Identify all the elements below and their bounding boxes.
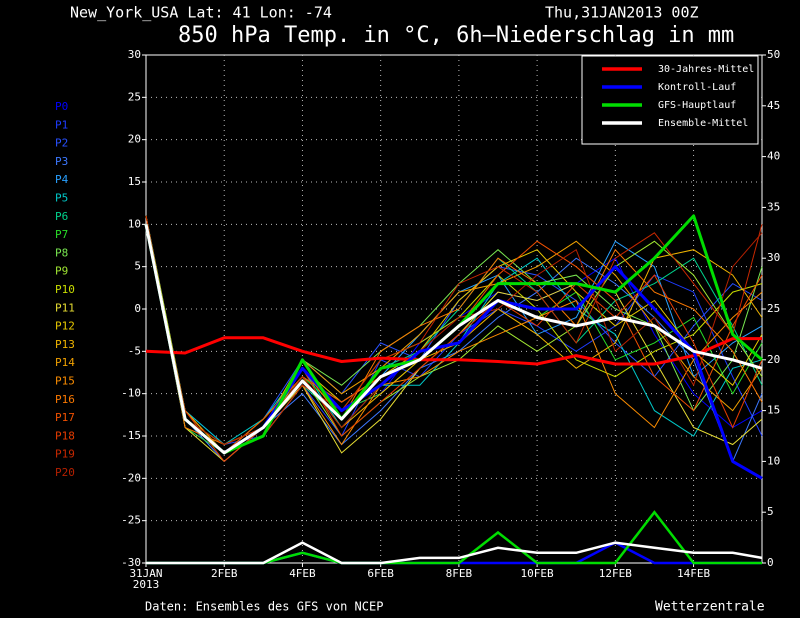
temp-line <box>144 224 763 455</box>
y2-tick-label: 35 <box>767 200 780 213</box>
y-tick-label: -10 <box>121 387 141 400</box>
x-tick-label: 12FEB <box>599 567 632 580</box>
member-line <box>145 224 763 463</box>
y2-tick-label: 5 <box>767 505 774 518</box>
legend-label: GFS-Hauptlauf <box>658 100 736 111</box>
member-legend-label: P1 <box>55 118 68 131</box>
chart-title: 850 hPa Temp. in °C, 6h–Niederschlag in … <box>178 23 734 48</box>
x-year-label: 2013 <box>133 578 160 591</box>
y-tick-label: 5 <box>134 260 141 273</box>
legend-label: Ensemble-Mittel <box>658 118 748 129</box>
member-legend-label: P10 <box>55 283 75 296</box>
y-tick-label: 10 <box>128 217 141 230</box>
footer-right: Wetterzentrale <box>655 600 765 615</box>
member-legend-label: P9 <box>55 265 68 278</box>
member-legend-label: P14 <box>55 356 75 369</box>
y-tick-label: -5 <box>128 344 141 357</box>
y-tick-label: -20 <box>121 471 141 484</box>
y2-tick-label: 50 <box>767 48 780 61</box>
y-tick-label: 25 <box>128 90 141 103</box>
member-legend-label: P7 <box>55 228 68 241</box>
y-tick-label: 30 <box>128 48 141 61</box>
member-line <box>145 224 763 446</box>
x-tick-label: 2FEB <box>211 567 238 580</box>
member-legend-label: P5 <box>55 192 68 205</box>
legend-label: 30-Jahres-Mittel <box>658 64 754 75</box>
y-tick-label: 15 <box>128 175 141 188</box>
temp-line <box>145 336 762 366</box>
y2-tick-label: 15 <box>767 404 780 417</box>
member-legend-label: P16 <box>55 393 75 406</box>
x-tick-label: 6FEB <box>367 567 394 580</box>
member-legend-label: P0 <box>55 100 68 113</box>
member-legend-label: P12 <box>55 320 75 333</box>
x-tick-label: 14FEB <box>677 567 710 580</box>
member-legend-label: P17 <box>55 411 75 424</box>
y2-tick-label: 0 <box>767 556 774 569</box>
precip-line <box>146 541 763 565</box>
y2-tick-label: 45 <box>767 99 780 112</box>
x-tick-label: 10FEB <box>521 567 554 580</box>
member-legend-label: P4 <box>55 173 69 186</box>
member-legend-label: P13 <box>55 338 75 351</box>
y-tick-label: -25 <box>121 514 141 527</box>
y2-tick-label: 20 <box>767 353 780 366</box>
x-tick-label: 8FEB <box>446 567 473 580</box>
footer-left: Daten: Ensembles des GFS von NCEP <box>145 600 383 614</box>
y-tick-label: 20 <box>128 133 141 146</box>
member-legend-label: P11 <box>55 301 75 314</box>
member-legend-label: P6 <box>55 210 68 223</box>
x-tick-label: 31JAN <box>129 567 162 580</box>
y-tick-label: -30 <box>121 556 141 569</box>
y2-tick-label: 30 <box>767 251 780 264</box>
member-legend-label: P20 <box>55 466 75 479</box>
member-legend-label: P18 <box>55 429 75 442</box>
y-tick-label: 0 <box>134 302 141 315</box>
member-legend-label: P15 <box>55 375 75 388</box>
member-legend-label: P8 <box>55 246 68 259</box>
y2-tick-label: 10 <box>767 454 780 467</box>
legend-label: Kontroll-Lauf <box>658 82 736 93</box>
header-left: New_York_USA Lat: 41 Lon: -74 <box>70 4 332 22</box>
y-tick-label: -15 <box>121 429 141 442</box>
member-legend-label: P19 <box>55 448 75 461</box>
x-tick-label: 4FEB <box>289 567 316 580</box>
header-right: Thu,31JAN2013 00Z <box>545 4 699 22</box>
member-legend-label: P2 <box>55 137 68 150</box>
member-legend-label: P3 <box>55 155 68 168</box>
y2-tick-label: 40 <box>767 150 780 163</box>
y2-tick-label: 25 <box>767 302 780 315</box>
